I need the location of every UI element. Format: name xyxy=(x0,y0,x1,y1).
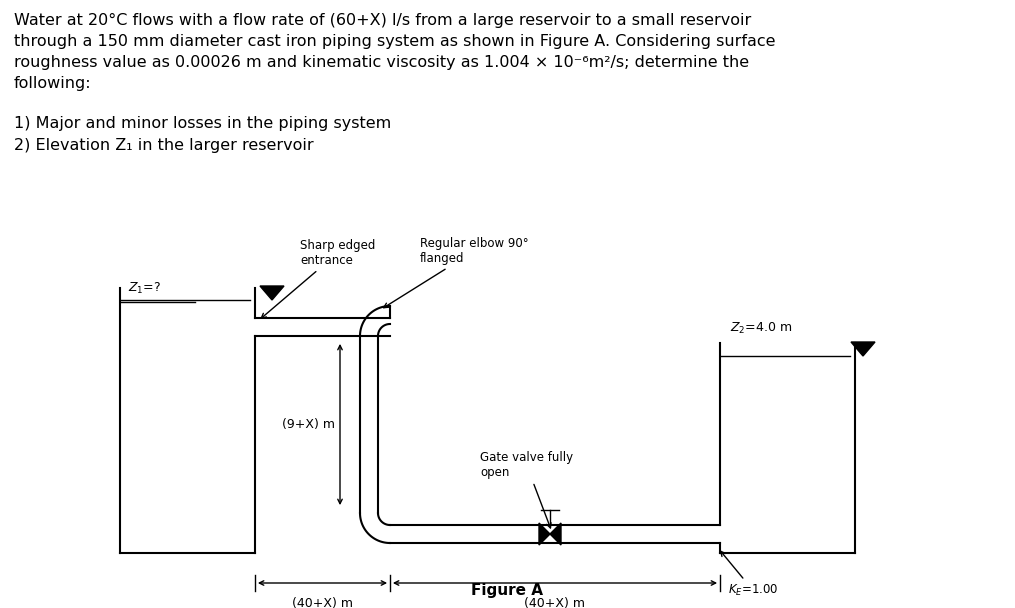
Text: Figure A: Figure A xyxy=(471,583,543,598)
Text: $Z_1$=?: $Z_1$=? xyxy=(128,281,161,296)
Text: $Z_2$=4.0 m: $Z_2$=4.0 m xyxy=(730,321,792,336)
Text: Sharp edged
entrance: Sharp edged entrance xyxy=(261,239,376,318)
Polygon shape xyxy=(851,342,875,356)
Text: Gate valve fully
open: Gate valve fully open xyxy=(480,451,573,528)
Text: Regular elbow 90°
flanged: Regular elbow 90° flanged xyxy=(384,237,529,308)
Text: (9+X) m: (9+X) m xyxy=(282,418,335,431)
Polygon shape xyxy=(539,523,550,545)
Text: (40+X) m: (40+X) m xyxy=(292,597,353,608)
Polygon shape xyxy=(550,523,561,545)
Polygon shape xyxy=(260,286,284,300)
Text: Water at 20°C flows with a flow rate of (60+X) l/s from a large reservoir to a s: Water at 20°C flows with a flow rate of … xyxy=(14,13,775,91)
Text: 1) Major and minor losses in the piping system
2) Elevation Z₁ in the larger res: 1) Major and minor losses in the piping … xyxy=(14,116,391,153)
Text: (40+X) m: (40+X) m xyxy=(525,597,586,608)
Text: $K_E$=1.00: $K_E$=1.00 xyxy=(721,551,779,598)
